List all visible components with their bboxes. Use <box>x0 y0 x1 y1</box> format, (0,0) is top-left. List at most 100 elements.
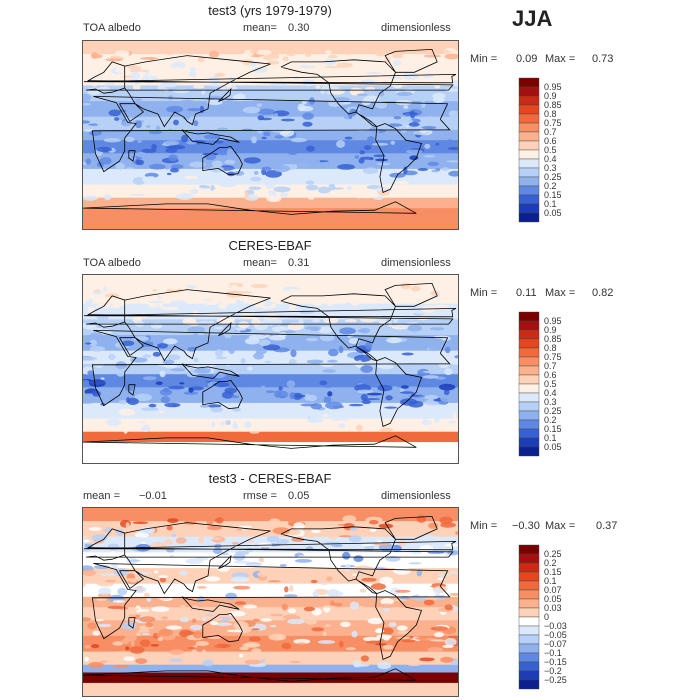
lat-band <box>83 664 458 673</box>
colorbar-swatch <box>518 212 540 223</box>
colorbar-tick-label: 0.4 <box>544 154 557 164</box>
panel2-variable: TOA albedo <box>83 257 141 269</box>
colorbar-swatch <box>518 176 540 187</box>
panel3-units: dimensionless <box>381 490 451 502</box>
colorbar-tick-label: −0.1 <box>544 648 562 658</box>
colorbar-tick-label: 0.4 <box>544 388 557 398</box>
lat-band <box>83 607 458 621</box>
colorbar-swatch <box>518 437 540 448</box>
panel3-mean-label: mean = <box>83 490 120 502</box>
colorbar-tick-label: 0.3 <box>544 397 557 407</box>
lat-band <box>83 452 458 463</box>
lat-band <box>83 521 458 538</box>
colorbar-swatch <box>518 149 540 160</box>
colorbar-tick-label: 0.15 <box>544 567 562 577</box>
colorbar-swatch <box>518 320 540 331</box>
panel3-title: test3 - CERES-EBAF <box>208 471 332 486</box>
field-texture <box>83 515 458 670</box>
colorbar-tick-label: 0.9 <box>544 325 557 335</box>
colorbar-swatch <box>518 607 540 618</box>
lat-band <box>83 363 458 375</box>
panel3-colorbar: 0.250.20.150.10.070.050.030−0.03−0.05−0.… <box>518 544 567 690</box>
panel1-colorbar: 0.950.90.850.80.750.70.60.50.40.30.250.2… <box>518 77 562 223</box>
lat-band <box>83 583 458 598</box>
colorbar-swatch <box>518 544 540 555</box>
lat-band <box>83 218 458 229</box>
lat-band <box>83 620 458 637</box>
panel3-max-label: Max = <box>545 520 576 532</box>
panel2-units: dimensionless <box>381 257 451 269</box>
colorbar-tick-label: 0.75 <box>544 352 562 362</box>
lat-band <box>83 197 458 209</box>
colorbar-tick-label: 0.95 <box>544 316 562 326</box>
panel2-mean-value: 0.31 <box>288 257 310 269</box>
panel3-map <box>82 507 459 697</box>
colorbar-swatch <box>518 167 540 178</box>
lat-band <box>83 596 458 608</box>
colorbar-swatch <box>518 428 540 439</box>
colorbar-swatch <box>518 329 540 340</box>
panel1-title: test3 (yrs 1979-1979) <box>208 3 332 18</box>
colorbar-tick-label: 0.3 <box>544 163 557 173</box>
colorbar-swatch <box>518 661 540 672</box>
colorbar-swatch <box>518 634 540 645</box>
panel1-map-svg <box>83 41 458 229</box>
lat-band <box>83 508 458 522</box>
colorbar-tick-label: 0.25 <box>544 406 562 416</box>
panel3-mean-value: −0.01 <box>139 490 167 502</box>
colorbar-swatch <box>518 580 540 591</box>
colorbar-swatch <box>518 410 540 421</box>
panel3-min-value: −0.30 <box>512 520 540 532</box>
colorbar-swatch <box>518 446 540 457</box>
colorbar-swatch <box>518 131 540 142</box>
colorbar-tick-label: 0.5 <box>544 379 557 389</box>
panel2-colorbar: 0.950.90.850.80.750.70.60.50.40.30.250.2… <box>518 311 562 457</box>
panel1-max-label: Max = <box>545 53 576 65</box>
colorbar-tick-label: 0.85 <box>544 100 562 110</box>
lat-band <box>83 41 458 55</box>
colorbar-swatch <box>518 401 540 412</box>
colorbar-tick-label: 0.05 <box>544 594 562 604</box>
colorbar-tick-label: 0.05 <box>544 208 562 218</box>
colorbar-tick-label: 0.03 <box>544 603 562 613</box>
colorbar-swatch <box>518 652 540 663</box>
panel1-map <box>82 40 459 230</box>
colorbar-tick-label: 0.85 <box>544 334 562 344</box>
lat-band <box>83 682 458 696</box>
panel2-title: CERES-EBAF <box>228 238 312 253</box>
coastline <box>83 515 457 682</box>
colorbar-swatch <box>518 392 540 403</box>
colorbar-swatch <box>518 679 540 690</box>
colorbar-swatch <box>518 562 540 573</box>
lat-band <box>83 374 458 388</box>
panel1-mean-label: mean= <box>243 22 277 34</box>
panel3-min-label: Min = <box>470 520 498 532</box>
colorbar-swatch <box>518 374 540 385</box>
lat-band <box>83 442 458 453</box>
colorbar-tick-label: −0.2 <box>544 666 562 676</box>
colorbar-swatch <box>518 365 540 376</box>
colorbar-swatch <box>518 553 540 564</box>
colorbar-swatch <box>518 670 540 681</box>
colorbar-tick-label: 0.8 <box>544 343 557 353</box>
colorbar-tick-label: 0.1 <box>544 576 557 586</box>
colorbar-tick-label: 0.8 <box>544 109 557 119</box>
colorbar-tick-label: 0.75 <box>544 118 562 128</box>
colorbar-tick-label: −0.03 <box>544 621 567 631</box>
field-texture <box>83 281 458 434</box>
colorbar-swatch <box>518 113 540 124</box>
panel1-min-value: 0.09 <box>516 53 538 65</box>
panel2-min-label: Min = <box>470 287 498 299</box>
colorbar-tick-label: −0.07 <box>544 639 567 649</box>
lat-band <box>83 431 458 443</box>
panel2-mean-label: mean= <box>243 257 277 269</box>
colorbar-swatch <box>518 140 540 151</box>
colorbar-swatch <box>518 95 540 106</box>
colorbar-tick-label: −0.25 <box>544 675 567 685</box>
colorbar-swatch <box>518 194 540 205</box>
colorbar-swatch <box>518 598 540 609</box>
colorbar-tick-label: 0.15 <box>544 190 562 200</box>
colorbar-swatch <box>518 338 540 349</box>
colorbar-swatch <box>518 104 540 115</box>
colorbar-swatch <box>518 347 540 358</box>
